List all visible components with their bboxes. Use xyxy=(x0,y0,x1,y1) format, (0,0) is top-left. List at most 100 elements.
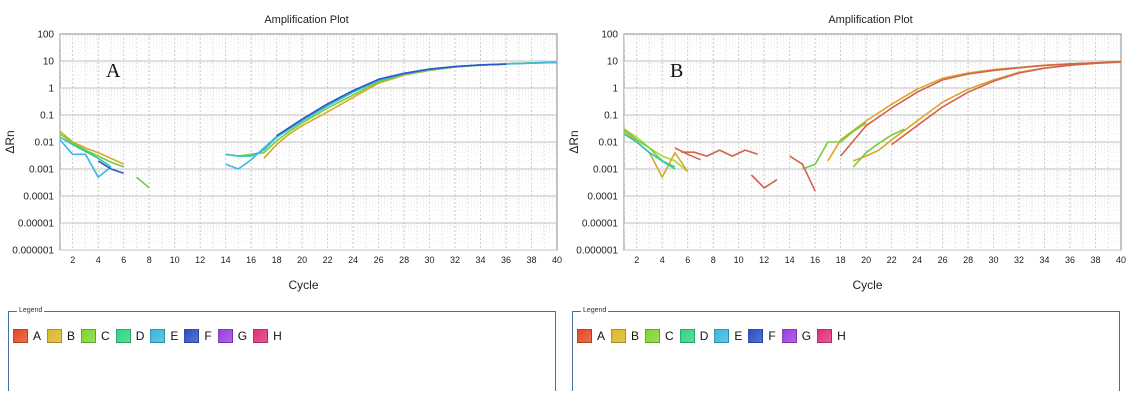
amplification-plot-panel-a: 100 10 1 0.1 0.01 0.001 0.0001 0.00001 0.000001 2… xyxy=(0,0,563,394)
legend-label-c: C xyxy=(101,329,110,343)
legend-box: Legend A B C D E xyxy=(8,306,556,391)
legend-label-d: D xyxy=(135,329,145,343)
amplification-curve xyxy=(750,174,778,189)
legend-swatch-c xyxy=(81,329,97,343)
legend-swatch-c xyxy=(645,329,661,343)
y-tick-label: 0.00001 xyxy=(18,219,55,230)
legend-swatch-e xyxy=(714,329,730,343)
x-tick-label: 34 xyxy=(476,255,486,265)
x-tick-label: 24 xyxy=(912,255,922,265)
x-tick-label: 28 xyxy=(963,255,973,265)
legend-item-a[interactable]: A xyxy=(577,328,605,344)
legend-swatch-b xyxy=(47,329,63,343)
x-tick-label: 12 xyxy=(195,255,205,265)
y-tick-label: 0.000001 xyxy=(12,246,54,257)
y-tick-label: 10 xyxy=(43,57,55,68)
legend-label-c: C xyxy=(665,329,674,343)
x-tick-label: 18 xyxy=(272,255,282,265)
y-tick-label: 0.000001 xyxy=(576,246,618,257)
legend-item-f[interactable]: F xyxy=(748,328,776,344)
legend-items: A B C D E F G xyxy=(577,328,852,344)
x-tick-label: 26 xyxy=(938,255,948,265)
legend-label-h: H xyxy=(837,329,846,343)
x-tick-label: 20 xyxy=(297,255,307,265)
legend-label-f: F xyxy=(204,329,212,343)
legend-item-e[interactable]: E xyxy=(714,328,742,344)
x-tick-label: 2 xyxy=(634,255,639,265)
x-tick-label: 8 xyxy=(147,255,152,265)
legend-swatch-h xyxy=(817,329,833,343)
y-tick-label: 0.01 xyxy=(35,138,55,149)
legend-label-g: G xyxy=(237,329,248,343)
x-tick-label: 34 xyxy=(1040,255,1050,265)
legend-swatch-b xyxy=(611,329,627,343)
y-axis-label: ΔRn xyxy=(567,130,581,153)
legend-label-a: A xyxy=(597,329,606,343)
legend-item-e[interactable]: E xyxy=(150,328,178,344)
x-tick-label: 16 xyxy=(246,255,256,265)
legend-label-f: F xyxy=(768,329,776,343)
amplification-curve xyxy=(623,133,676,170)
legend-item-f[interactable]: F xyxy=(184,328,212,344)
legend-swatch-d xyxy=(679,329,695,343)
legend-item-b[interactable]: B xyxy=(47,328,75,344)
legend-item-h[interactable]: H xyxy=(253,328,282,344)
x-tick-label: 18 xyxy=(836,255,846,265)
amplification-curve xyxy=(59,139,112,178)
y-tick-label: 0.1 xyxy=(40,111,54,122)
x-tick-label: 22 xyxy=(323,255,333,265)
legend-item-g[interactable]: G xyxy=(217,328,248,344)
amplification-curve xyxy=(623,128,689,173)
amplification-curve xyxy=(891,60,1122,146)
legend-title: Legend xyxy=(581,306,609,316)
legend-item-g[interactable]: G xyxy=(781,328,812,344)
legend-item-c[interactable]: C xyxy=(645,328,674,344)
legend-swatch-a xyxy=(577,329,592,343)
amplification-curve xyxy=(852,128,905,168)
legend-label-b: B xyxy=(67,329,76,343)
legend-item-d[interactable]: D xyxy=(115,328,145,344)
x-tick-label: 36 xyxy=(501,255,511,265)
legend-item-b[interactable]: B xyxy=(611,328,639,344)
x-tick-label: 4 xyxy=(660,255,665,265)
amplification-curve xyxy=(681,149,759,157)
legend-label-e: E xyxy=(734,329,743,343)
amplification-curve xyxy=(135,176,150,189)
x-tick-label: 6 xyxy=(685,255,690,265)
y-tick-label: 0.001 xyxy=(593,165,618,176)
amplification-curve xyxy=(59,130,125,165)
x-tick-label: 28 xyxy=(399,255,409,265)
legend-swatch-h xyxy=(253,329,269,343)
x-tick-label: 6 xyxy=(121,255,126,265)
legend-label-d: D xyxy=(699,329,709,343)
amplification-plot-b: 100 10 1 0.1 0.01 0.001 0.0001 0.00001 0.000001 2… xyxy=(567,14,1126,292)
legend-items: A B C D E F G xyxy=(13,328,288,344)
x-tick-label: 4 xyxy=(96,255,101,265)
y-tick-label: 100 xyxy=(37,30,54,41)
y-tick-label: 0.0001 xyxy=(587,192,618,203)
legend-label-g: G xyxy=(801,329,812,343)
legend-swatch-f xyxy=(748,329,764,343)
legend-swatch-g xyxy=(781,329,797,343)
y-tick-label: 0.01 xyxy=(599,138,619,149)
legend-item-d[interactable]: D xyxy=(679,328,709,344)
amplification-curve xyxy=(802,122,867,170)
legend-swatch-g xyxy=(217,329,233,343)
x-tick-label: 24 xyxy=(348,255,358,265)
chart-title: Amplification Plot xyxy=(264,14,348,26)
x-tick-label: 30 xyxy=(425,255,435,265)
legend-box: Legend A B C D E xyxy=(572,306,1120,391)
legend-item-c[interactable]: C xyxy=(81,328,110,344)
x-tick-label: 10 xyxy=(734,255,744,265)
legend-item-h[interactable]: H xyxy=(817,328,846,344)
legend-item-a[interactable]: A xyxy=(13,328,41,344)
x-tick-label: 22 xyxy=(887,255,897,265)
y-tick-label: 0.0001 xyxy=(23,192,54,203)
x-tick-label: 16 xyxy=(810,255,820,265)
legend-swatch-d xyxy=(115,329,131,343)
x-tick-label: 40 xyxy=(1116,255,1126,265)
x-tick-label: 32 xyxy=(450,255,460,265)
y-tick-label: 0.1 xyxy=(604,111,618,122)
x-tick-label: 2 xyxy=(70,255,75,265)
legend-label-h: H xyxy=(273,329,282,343)
